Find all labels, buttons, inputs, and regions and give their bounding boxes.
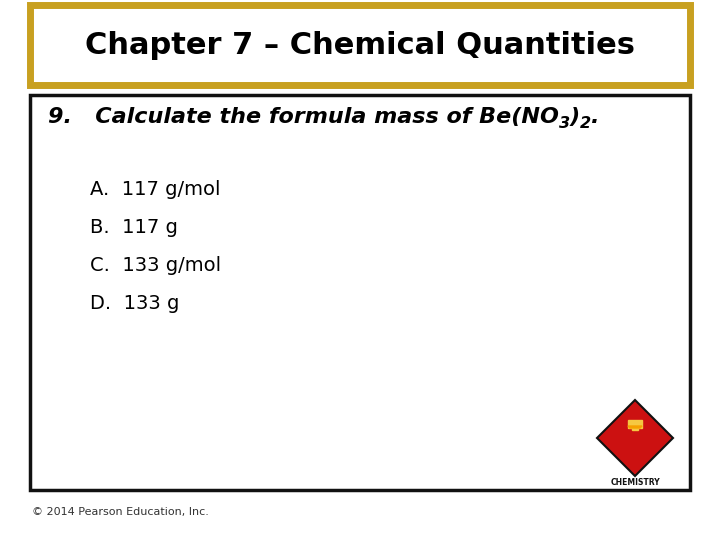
Text: 2: 2 [580,116,591,131]
Text: © 2014 Pearson Education, Inc.: © 2014 Pearson Education, Inc. [32,507,209,517]
Polygon shape [597,400,673,476]
Text: A.  117 g/mol: A. 117 g/mol [90,180,220,199]
Text: D.  133 g: D. 133 g [90,294,179,313]
Text: Chapter 7 – Chemical Quantities: Chapter 7 – Chemical Quantities [85,30,635,59]
Text: .: . [591,107,600,127]
Text: 3: 3 [559,116,570,131]
Text: CHEMISTRY: CHEMISTRY [610,478,660,487]
Text: ): ) [570,107,580,127]
Polygon shape [632,428,638,430]
FancyBboxPatch shape [30,95,690,490]
FancyBboxPatch shape [30,5,690,85]
Polygon shape [628,426,642,428]
Text: 9.   Calculate the formula mass of Be(NO: 9. Calculate the formula mass of Be(NO [48,107,559,127]
Text: B.  117 g: B. 117 g [90,218,178,237]
Text: C.  133 g/mol: C. 133 g/mol [90,256,221,275]
Polygon shape [628,420,642,428]
